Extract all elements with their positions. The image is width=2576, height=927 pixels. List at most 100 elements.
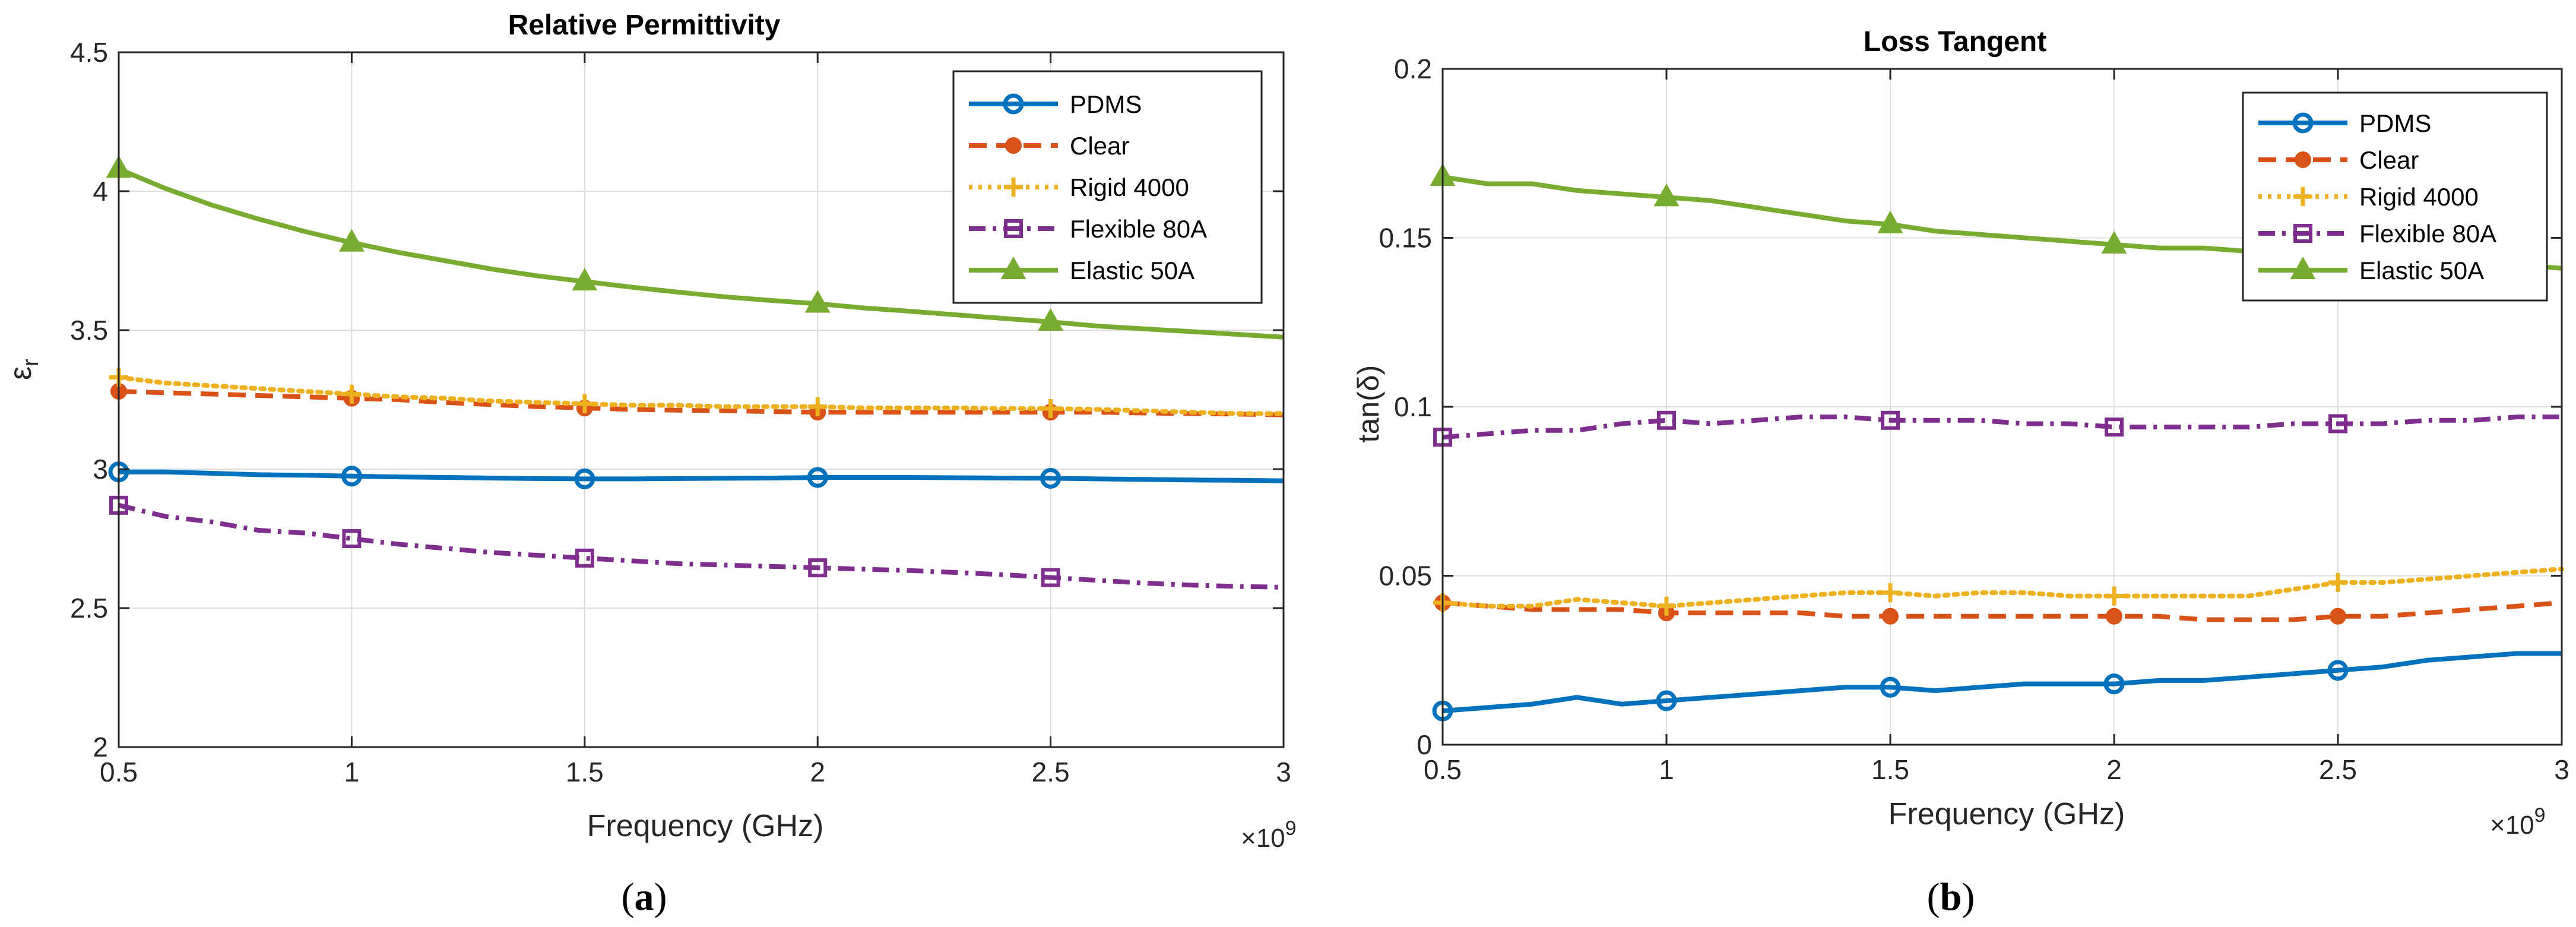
y-tick-label: 0 — [1417, 729, 1432, 760]
data-point-clear — [1882, 608, 1899, 625]
panel-label: (a) — [622, 875, 667, 919]
x-tick-label: 1.5 — [566, 757, 604, 787]
x-tick-label: 3 — [2554, 754, 2569, 785]
legend-label: Flexible 80A — [1070, 215, 1207, 243]
x-axis-exponent-base: ×10 — [2490, 811, 2534, 840]
legend-marker-pdms — [1003, 93, 1024, 115]
panel-label-letter: b — [1940, 875, 1962, 919]
data-point-rigid-4000 — [575, 394, 594, 414]
data-point-clear — [2106, 608, 2122, 625]
data-point-elastic-50a — [1877, 210, 1903, 233]
legend-label: PDMS — [1070, 90, 1142, 118]
legend-item-clear: Clear — [969, 132, 1129, 160]
x-tick-label: 2.5 — [2319, 754, 2357, 785]
series-line-flexible-80a — [1442, 415, 2562, 440]
legend-marker-elastic-50a — [2290, 256, 2316, 279]
legend-box — [952, 70, 1263, 304]
y-tick-label: 2 — [93, 732, 108, 763]
legend-marker-rigid-4000 — [1004, 178, 1023, 197]
legend-marker-pdms — [2292, 112, 2314, 134]
legend-marker-rigid-4000 — [2293, 187, 2312, 206]
legend: PDMS Clear Rigid 4000 Flexible 80A Elastic 5… — [952, 70, 1263, 304]
series-line-pdms — [119, 469, 1284, 483]
panel-label-close: ) — [654, 875, 667, 919]
y-tick-label: 3 — [93, 454, 108, 485]
axes-box — [118, 51, 1285, 748]
data-point-rigid-4000 — [808, 397, 828, 416]
x-tick-label: 2 — [810, 757, 825, 787]
y-tick-label: 0.05 — [1379, 561, 1432, 591]
series-line-rigid-4000 — [1440, 567, 2564, 609]
data-point-elastic-50a — [572, 268, 598, 291]
data-point-elastic-50a — [804, 290, 831, 313]
legend-item-flexible-80a: Flexible 80A — [969, 215, 1207, 243]
y-tick-label: 0.15 — [1379, 223, 1432, 254]
data-point-pdms — [2327, 660, 2349, 681]
data-point-flexible-80a — [2105, 417, 2124, 437]
legend-item-pdms: PDMS — [969, 90, 1142, 118]
legend-label: Rigid 4000 — [2359, 183, 2479, 211]
series-group — [106, 155, 1286, 590]
y-tick-label: 2.5 — [70, 593, 108, 624]
series-line-pdms — [1442, 651, 2562, 714]
legend-item-clear: Clear — [2258, 146, 2419, 174]
data-point-clear — [2330, 608, 2346, 625]
y-tick-label: 4.5 — [70, 37, 108, 68]
x-axis-exponent: ×109 — [2490, 804, 2546, 840]
x-tick-label: 2.5 — [1032, 757, 1070, 787]
legend-label: Rigid 4000 — [1070, 173, 1189, 201]
chart-title: Loss Tangent — [1864, 26, 2046, 58]
legend: PDMS Clear Rigid 4000 Flexible 80A Elastic 5… — [2242, 91, 2548, 302]
data-point-rigid-4000 — [2105, 586, 2124, 606]
x-tick-label: 1 — [1659, 754, 1674, 785]
legend-item-elastic-50a: Elastic 50A — [2258, 256, 2484, 284]
x-axis-exponent-power: 9 — [1285, 817, 1297, 840]
data-point-pdms — [1880, 676, 1901, 698]
data-point-elastic-50a — [338, 229, 365, 252]
data-point-pdms — [807, 467, 828, 488]
data-point-flexible-80a — [808, 558, 828, 578]
x-axis-exponent: ×109 — [1241, 817, 1297, 853]
x-axis-label: Frequency (GHz) — [1889, 797, 2125, 831]
data-point-flexible-80a — [1041, 568, 1060, 587]
data-point-rigid-4000 — [1041, 398, 1060, 418]
data-point-rigid-4000 — [1657, 596, 1676, 616]
legend-marker-flexible-80a — [1004, 219, 1023, 238]
chart-title: Relative Permittivity — [508, 10, 781, 41]
chart-relative-permittivity: 0.5 1 1.5 2 2.5 3 2 2.5 3 3.5 4 4.5 PDMS Clear Rigid 4… — [4, 10, 1297, 919]
legend-label: Elastic 50A — [1070, 257, 1194, 284]
chart-loss-tangent: 0.5 1 1.5 2 2.5 3 0 0.05 0.1 0.15 0.2 PDMS Clear Rigi… — [1352, 26, 2569, 919]
legend-item-flexible-80a: Flexible 80A — [2258, 220, 2496, 248]
y-tick-label: 0.2 — [1394, 53, 1432, 84]
series-line-rigid-4000 — [116, 375, 1286, 416]
legend-marker-clear — [1005, 137, 1022, 154]
x-tick-label: 2 — [2106, 754, 2122, 785]
panel-label-open: ( — [1927, 875, 1940, 919]
legend-item-rigid-4000: Rigid 4000 — [969, 173, 1189, 201]
legend-label: Clear — [1070, 132, 1129, 160]
ticks: 0.5 1 1.5 2 2.5 3 0 0.05 0.1 0.15 0.2 — [1379, 53, 2569, 785]
panel-label-close: ) — [1962, 875, 1975, 919]
data-point-rigid-4000 — [1881, 583, 1900, 602]
x-axis-exponent-base: ×10 — [1241, 824, 1285, 853]
panel-label-open: ( — [622, 875, 635, 919]
y-tick-label: 3.5 — [70, 315, 108, 346]
data-point-rigid-4000 — [2328, 572, 2347, 592]
data-point-flexible-80a — [575, 548, 594, 568]
legend-marker-flexible-80a — [2293, 224, 2312, 243]
x-tick-label: 1 — [344, 757, 360, 787]
data-point-elastic-50a — [2101, 230, 2127, 254]
legend-item-pdms: PDMS — [2258, 109, 2431, 137]
series-line-flexible-80a — [118, 502, 1284, 590]
legend-label: Flexible 80A — [2359, 220, 2496, 248]
legend-label: Clear — [2359, 146, 2419, 174]
x-tick-label: 0.5 — [100, 757, 138, 787]
panel-label-letter: a — [635, 875, 654, 919]
panel-label: (b) — [1927, 875, 1975, 919]
data-point-rigid-4000 — [342, 384, 362, 404]
legend-label: Elastic 50A — [2359, 257, 2484, 284]
data-point-pdms — [574, 468, 595, 489]
data-point-flexible-80a — [2328, 414, 2347, 434]
legend-item-rigid-4000: Rigid 4000 — [2258, 183, 2479, 211]
